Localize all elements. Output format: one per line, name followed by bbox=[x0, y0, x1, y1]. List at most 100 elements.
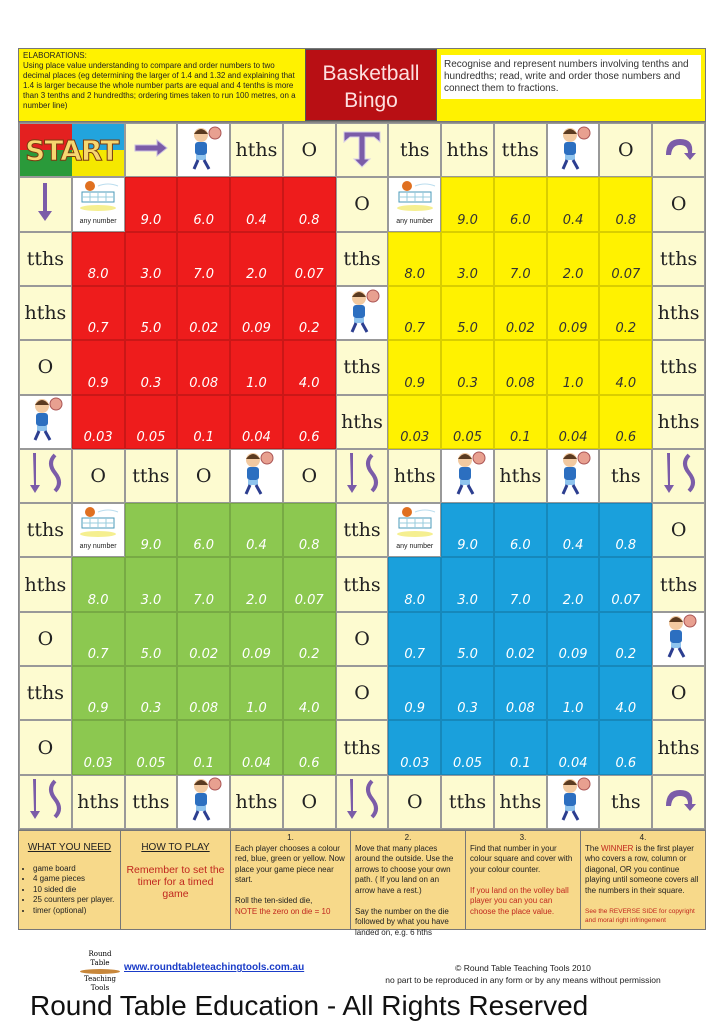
description-text: Recognise and represent numbers involvin… bbox=[441, 55, 701, 99]
blue-square-cell: 0.1 bbox=[493, 720, 547, 775]
step-text: Move that many places around the outside… bbox=[355, 843, 454, 895]
red-square-cell: 3.0 bbox=[124, 231, 178, 286]
red-square-cell: 0.4 bbox=[230, 177, 283, 232]
track-cell: hths bbox=[441, 123, 494, 178]
red-square-cell: 8.0 bbox=[71, 231, 125, 286]
step-number: 3. bbox=[519, 833, 527, 842]
green-square-cell: 3.0 bbox=[124, 557, 178, 612]
play-heading: HOW TO PLAY bbox=[141, 842, 210, 853]
need-item: 25 counters per player. bbox=[33, 895, 116, 906]
red-square-cell: 0.02 bbox=[177, 285, 231, 341]
track-cell: O bbox=[282, 774, 336, 829]
title-line-1: Basketball bbox=[322, 62, 420, 85]
track-cell-player bbox=[546, 448, 600, 504]
any-number-cell: any number bbox=[71, 177, 125, 232]
arrow-down-icon bbox=[37, 181, 53, 228]
track-cell: tths bbox=[124, 774, 178, 829]
yellow-square-cell: 0.8 bbox=[599, 177, 653, 232]
track-cell-split-arrows bbox=[335, 448, 389, 504]
red-square-cell: 0.9 bbox=[71, 340, 125, 395]
any-number-cell: any number bbox=[71, 503, 125, 558]
blue-square-cell: 0.07 bbox=[599, 557, 653, 612]
player-icon bbox=[236, 450, 276, 501]
step-text: Each player chooses a colour red, blue, … bbox=[235, 843, 345, 885]
blue-square-cell: 0.3 bbox=[441, 666, 494, 721]
track-cell: tths bbox=[335, 557, 389, 612]
yellow-square-cell: 0.02 bbox=[493, 285, 547, 341]
red-square-cell: 6.0 bbox=[177, 177, 231, 232]
blue-square-cell: 0.4 bbox=[546, 503, 600, 558]
player-icon bbox=[553, 125, 593, 176]
instructions: WHAT YOU NEED game board4 game pieces10 … bbox=[18, 830, 706, 937]
blue-square-cell: 9.0 bbox=[441, 503, 494, 558]
copyright: © Round Table Teaching Tools 2010 no par… bbox=[378, 962, 668, 986]
green-square-cell: 4.0 bbox=[282, 666, 336, 721]
yellow-square-cell: 0.05 bbox=[441, 394, 494, 449]
green-square-cell: 0.09 bbox=[230, 611, 283, 667]
player-icon bbox=[553, 776, 593, 827]
track-cell-u-turn-arrow bbox=[652, 123, 705, 178]
blue-square-cell: 8.0 bbox=[388, 557, 442, 612]
track-cell: tths bbox=[335, 340, 389, 395]
blue-square-cell: 0.9 bbox=[388, 666, 442, 721]
red-square-cell: 0.7 bbox=[71, 285, 125, 341]
blue-square-cell: 0.6 bbox=[599, 720, 653, 775]
track-cell: hths bbox=[652, 394, 705, 449]
track-cell-split-arrows bbox=[335, 774, 389, 829]
player-icon bbox=[25, 396, 65, 447]
split-arrows-icon bbox=[342, 451, 382, 500]
header: ELABORATIONS: Using place value understa… bbox=[18, 48, 706, 122]
blue-square-cell: 0.2 bbox=[599, 611, 653, 667]
green-square-cell: 2.0 bbox=[230, 557, 283, 612]
green-square-cell: 9.0 bbox=[124, 503, 178, 558]
track-cell-player bbox=[230, 448, 283, 504]
green-square-cell: 0.08 bbox=[177, 666, 231, 721]
yellow-square-cell: 0.07 bbox=[599, 231, 653, 286]
green-square-cell: 0.05 bbox=[124, 720, 178, 775]
track-cell: hths bbox=[388, 448, 442, 504]
need-item: timer (optional) bbox=[33, 906, 116, 917]
green-square-cell: 0.9 bbox=[71, 666, 125, 721]
red-square-cell: 0.3 bbox=[124, 340, 178, 395]
blue-square-cell: 0.08 bbox=[493, 666, 547, 721]
track-cell-player bbox=[652, 611, 705, 667]
track-cell: tths bbox=[335, 231, 389, 286]
player-icon bbox=[342, 288, 382, 339]
copyright-line: © Round Table Teaching Tools 2010 bbox=[455, 963, 591, 973]
step-number: 2. bbox=[404, 833, 412, 842]
yellow-square-cell: 0.2 bbox=[599, 285, 653, 341]
green-square-cell: 0.1 bbox=[177, 720, 231, 775]
yellow-square-cell: 4.0 bbox=[599, 340, 653, 395]
track-cell: hths bbox=[493, 774, 547, 829]
split-arrows-icon bbox=[25, 777, 65, 826]
track-cell: ths bbox=[388, 123, 442, 178]
track-cell: hths bbox=[493, 448, 547, 504]
track-cell: O bbox=[19, 720, 72, 775]
t-junction-arrow-icon bbox=[342, 128, 382, 173]
green-square-cell: 0.02 bbox=[177, 611, 231, 667]
track-cell: O bbox=[652, 177, 705, 232]
blue-square-cell: 7.0 bbox=[493, 557, 547, 612]
yellow-square-cell: 6.0 bbox=[493, 177, 547, 232]
description-panel: Recognise and represent numbers involvin… bbox=[437, 49, 705, 121]
yellow-square-cell: 7.0 bbox=[493, 231, 547, 286]
red-square-cell: 4.0 bbox=[282, 340, 336, 395]
track-cell: O bbox=[335, 177, 389, 232]
need-list: game board4 game pieces10 sided die25 co… bbox=[23, 864, 116, 917]
step-text-pre: The bbox=[585, 843, 602, 853]
watermark-small: Round Table Education - All Rights Reser… bbox=[30, 990, 589, 1021]
red-square-cell: 0.08 bbox=[177, 340, 231, 395]
track-cell-t-junction-arrow bbox=[335, 123, 389, 178]
step-3: 3. Find that number in your colour squar… bbox=[466, 831, 581, 929]
green-square-cell: 0.04 bbox=[230, 720, 283, 775]
need-item: 4 game pieces bbox=[33, 874, 116, 885]
red-square-cell: 9.0 bbox=[124, 177, 178, 232]
track-cell-player bbox=[177, 123, 231, 178]
what-you-need: WHAT YOU NEED game board4 game pieces10 … bbox=[19, 831, 121, 929]
website-link[interactable]: www.roundtableteachingtools.com.au bbox=[124, 962, 305, 973]
need-item: game board bbox=[33, 864, 116, 875]
any-number-label: any number bbox=[79, 217, 117, 225]
green-square-cell: 0.03 bbox=[71, 720, 125, 775]
yellow-square-cell: 0.7 bbox=[388, 285, 442, 341]
player-icon bbox=[553, 450, 593, 501]
